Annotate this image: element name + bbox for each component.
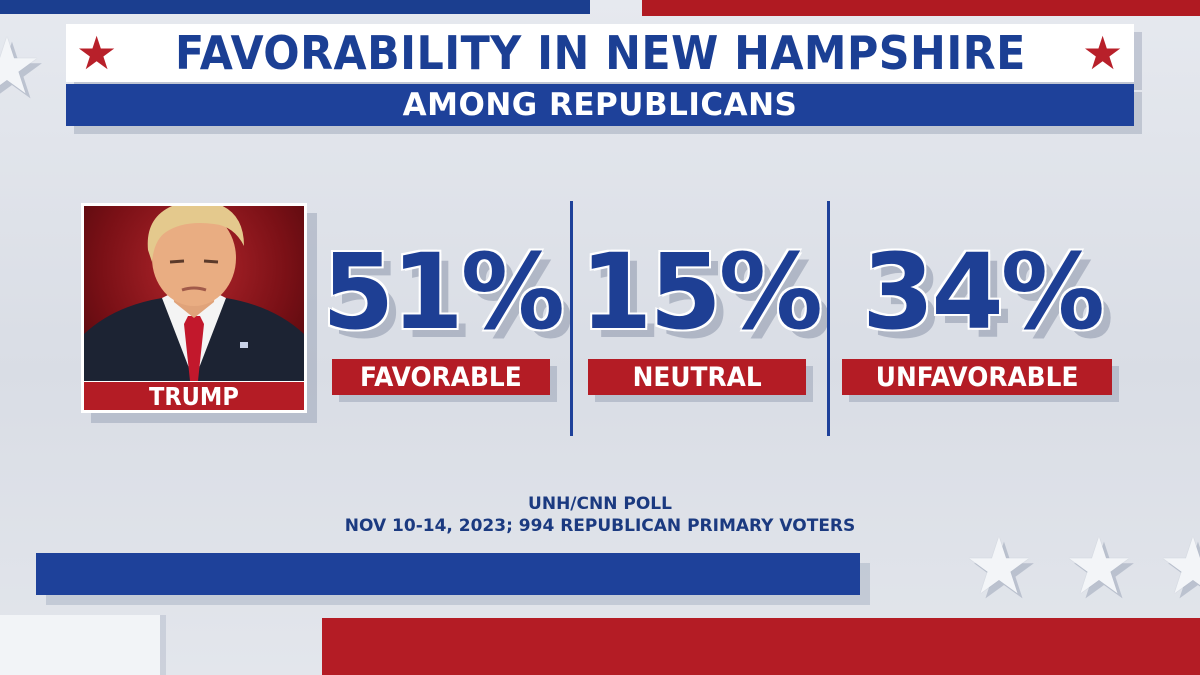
top-blue-stripe <box>0 0 590 14</box>
stat-unfavorable-value: 34% <box>862 231 1105 353</box>
source-line-2: NOV 10-14, 2023; 994 REPUBLICAN PRIMARY … <box>344 516 856 536</box>
divider <box>827 201 830 436</box>
page-title: FAVORABILITY IN NEW HAMPSHIRE <box>174 26 1026 80</box>
stat-favorable-value: 51% <box>322 231 565 353</box>
divider <box>570 201 573 436</box>
top-red-stripe <box>642 0 1200 16</box>
stat-unfavorable-label: UNFAVORABLE <box>842 359 1112 395</box>
stat-neutral-value: 15% <box>580 231 823 353</box>
stat-neutral-label: NEUTRAL <box>588 359 806 395</box>
stat-neutral-label-text: NEUTRAL <box>632 361 762 393</box>
subtitle-bar: AMONG REPUBLICANS <box>66 84 1134 126</box>
stat-favorable-label-text: FAVORABLE <box>360 361 522 393</box>
portrait-illustration <box>84 206 304 381</box>
star-icon: ★ <box>964 522 1034 612</box>
bottom-white-block <box>0 615 160 675</box>
candidate-portrait <box>84 206 304 381</box>
star-icon: ★ <box>76 26 118 80</box>
star-icon: ★ <box>0 22 42 112</box>
candidate-card: TRUMP <box>81 203 307 413</box>
source-line-1: UNH/CNN POLL <box>528 494 672 514</box>
stat-favorable-label: FAVORABLE <box>332 359 550 395</box>
bottom-red-stripe <box>322 618 1200 675</box>
candidate-name: TRUMP <box>149 381 239 411</box>
star-icon: ★ <box>1158 522 1200 612</box>
bottom-blue-stripe <box>36 553 860 595</box>
star-icon: ★ <box>1064 522 1134 612</box>
candidate-name-label: TRUMP <box>84 381 304 411</box>
star-icon: ★ <box>1082 26 1124 80</box>
page-subtitle: AMONG REPUBLICANS <box>402 87 798 123</box>
stat-unfavorable-label-text: UNFAVORABLE <box>875 361 1079 393</box>
title-bar: FAVORABILITY IN NEW HAMPSHIRE <box>66 24 1134 82</box>
